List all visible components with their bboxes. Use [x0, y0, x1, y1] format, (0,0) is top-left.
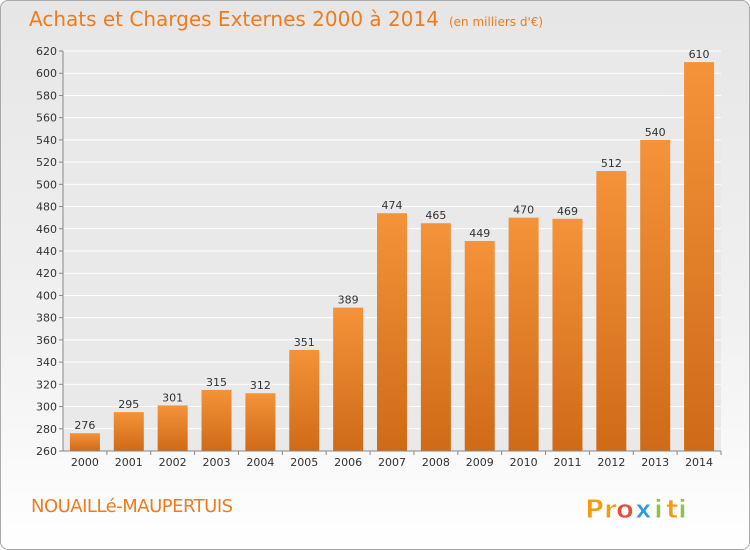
bar-2007 [377, 213, 407, 451]
y-tick-label: 360 [36, 334, 57, 347]
data-label-2004: 312 [250, 379, 271, 392]
bar-2001 [113, 412, 144, 451]
bar-2010 [508, 217, 539, 451]
x-tick-label-2004: 2004 [246, 456, 274, 469]
x-tick-label-2014: 2014 [685, 456, 713, 469]
data-label-2009: 449 [469, 227, 490, 240]
y-tick-label: 340 [36, 356, 57, 369]
y-tick-label: 380 [36, 312, 57, 325]
y-tick-label: 560 [36, 112, 57, 125]
bar-2000 [69, 433, 100, 451]
chart-title-main: Achats et Charges Externes 2000 à 2014 [29, 7, 439, 31]
data-label-2003: 315 [206, 376, 227, 389]
data-label-2010: 470 [513, 204, 534, 217]
y-tick-label: 280 [36, 423, 57, 436]
logo-letter: P [585, 495, 604, 525]
bars [69, 62, 715, 451]
data-label-2008: 465 [425, 209, 446, 222]
bar-2009 [464, 241, 495, 451]
bar-2014 [684, 62, 715, 451]
x-tick-label-2005: 2005 [290, 456, 318, 469]
data-label-2002: 301 [162, 391, 183, 404]
logo-letter: o [616, 495, 634, 525]
x-tick-label-2007: 2007 [378, 456, 406, 469]
bar-2002 [157, 405, 188, 451]
bar-2003 [201, 389, 232, 451]
logo-letter: r [604, 495, 617, 525]
x-tick-label-2000: 2000 [71, 456, 99, 469]
y-tick-label: 580 [36, 89, 57, 102]
x-tick-label-2002: 2002 [159, 456, 187, 469]
x-tick-label-2013: 2013 [641, 456, 669, 469]
chart-title: Achats et Charges Externes 2000 à 2014 (e… [29, 7, 543, 31]
bar-2011 [552, 218, 583, 451]
chart-unit: (en milliers d'€) [448, 15, 544, 29]
x-tick-label-2011: 2011 [553, 456, 581, 469]
logo-letter: i [678, 495, 687, 525]
logo-letter: t [666, 495, 678, 525]
x-tick-label-2001: 2001 [115, 456, 143, 469]
y-tick-label: 400 [36, 289, 57, 302]
bar-2013 [640, 139, 671, 451]
data-label-2013: 540 [645, 126, 666, 139]
data-label-2012: 512 [601, 157, 622, 170]
y-tick-label: 500 [36, 178, 57, 191]
y-tick-label: 260 [36, 445, 57, 458]
y-tick-label: 420 [36, 267, 57, 280]
x-tick-label-2003: 2003 [203, 456, 231, 469]
y-tick-label: 300 [36, 401, 57, 414]
y-tick-label: 620 [36, 45, 57, 58]
data-labels: 276 295 301 315 312 351 389 474 465 449 470 469 512 5… [74, 48, 709, 432]
y-tick-label: 320 [36, 378, 57, 391]
bar-2005 [289, 349, 320, 451]
y-tick-label: 520 [36, 156, 57, 169]
x-tick-label-2012: 2012 [597, 456, 625, 469]
bar-2004 [245, 393, 276, 451]
x-tick-label-2009: 2009 [466, 456, 494, 469]
y-tick-label: 460 [36, 223, 57, 236]
axes: 260 280 300 320 340 360 380 400 420 440 460 480 500 5… [36, 45, 722, 469]
y-tick-label: 600 [36, 67, 57, 80]
data-label-2005: 351 [294, 336, 315, 349]
data-label-2014: 610 [689, 48, 710, 61]
bar-2008 [420, 223, 451, 451]
y-tick-label: 540 [36, 134, 57, 147]
x-tick-label-2008: 2008 [422, 456, 450, 469]
x-tick-label-2006: 2006 [334, 456, 362, 469]
data-label-2006: 389 [338, 294, 359, 307]
y-tick-label: 440 [36, 245, 57, 258]
bar-2012 [596, 171, 627, 451]
data-label-2000: 276 [74, 419, 95, 432]
y-tick-label: 480 [36, 201, 57, 214]
logo-letter: i [654, 495, 663, 525]
commune-name: NOUAILLé-MAUPERTUIS [31, 496, 233, 517]
logo-letter: x [635, 495, 652, 525]
data-label-2007: 474 [382, 199, 403, 212]
x-tick-label-2010: 2010 [510, 456, 538, 469]
data-label-2001: 295 [118, 398, 139, 411]
data-label-2011: 469 [557, 205, 578, 218]
bar-2006 [333, 307, 364, 451]
